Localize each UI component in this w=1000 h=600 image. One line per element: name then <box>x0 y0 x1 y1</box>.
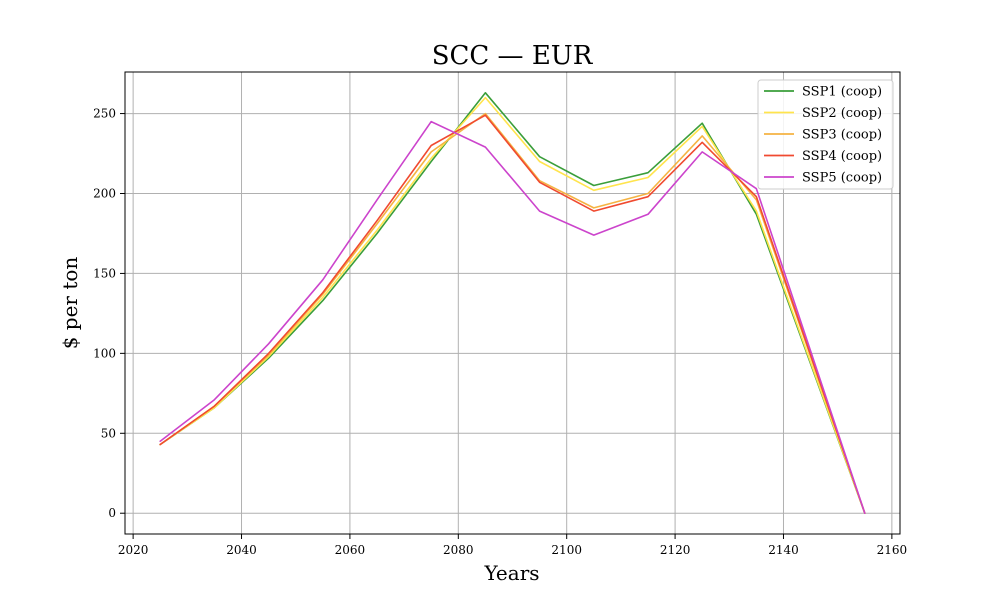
series-line-ssp2 <box>159 96 866 515</box>
series-line-ssp1 <box>159 92 866 515</box>
y-tick-label: 0 <box>108 506 116 520</box>
x-axis-label: Years <box>483 561 539 585</box>
series-line-ssp4 <box>159 114 866 515</box>
legend-label: SSP2 (coop) <box>802 106 882 121</box>
legend-label: SSP3 (coop) <box>802 128 882 143</box>
y-tick-label: 100 <box>93 346 116 360</box>
y-tick-label: 50 <box>101 426 116 440</box>
series-line-ssp5 <box>159 120 866 515</box>
x-tick-label: 2120 <box>660 543 691 557</box>
y-tick-label: 250 <box>93 107 116 121</box>
x-tick-label: 2160 <box>877 543 908 557</box>
x-tick-label: 2080 <box>443 543 474 557</box>
x-tick-label: 2060 <box>335 543 366 557</box>
chart-title: SCC — EUR <box>432 41 594 71</box>
plot-frame <box>124 71 901 535</box>
y-axis-label: $ per ton <box>58 257 82 350</box>
legend-box <box>757 79 894 190</box>
y-tick-label: 150 <box>93 266 116 280</box>
legend-label: SSP4 (coop) <box>802 149 882 164</box>
x-tick-label: 2100 <box>551 543 582 557</box>
x-tick-label: 2140 <box>768 543 799 557</box>
x-tick-label: 2040 <box>226 543 257 557</box>
tick-layer: 2020 2040 2060 2080 2100 2120 2140 2160 0 50 100 15… <box>93 107 907 557</box>
legend-label: SSP1 (coop) <box>802 85 882 100</box>
legend-label: SSP5 (coop) <box>802 171 882 186</box>
series-line-ssp3 <box>159 112 866 515</box>
y-tick-label: 200 <box>93 186 116 200</box>
legend: SSP1 (coop) SSP2 (coop) SSP3 (coop) SSP4 (c… <box>757 79 894 190</box>
series-layer <box>159 92 866 515</box>
x-tick-label: 2020 <box>118 543 149 557</box>
